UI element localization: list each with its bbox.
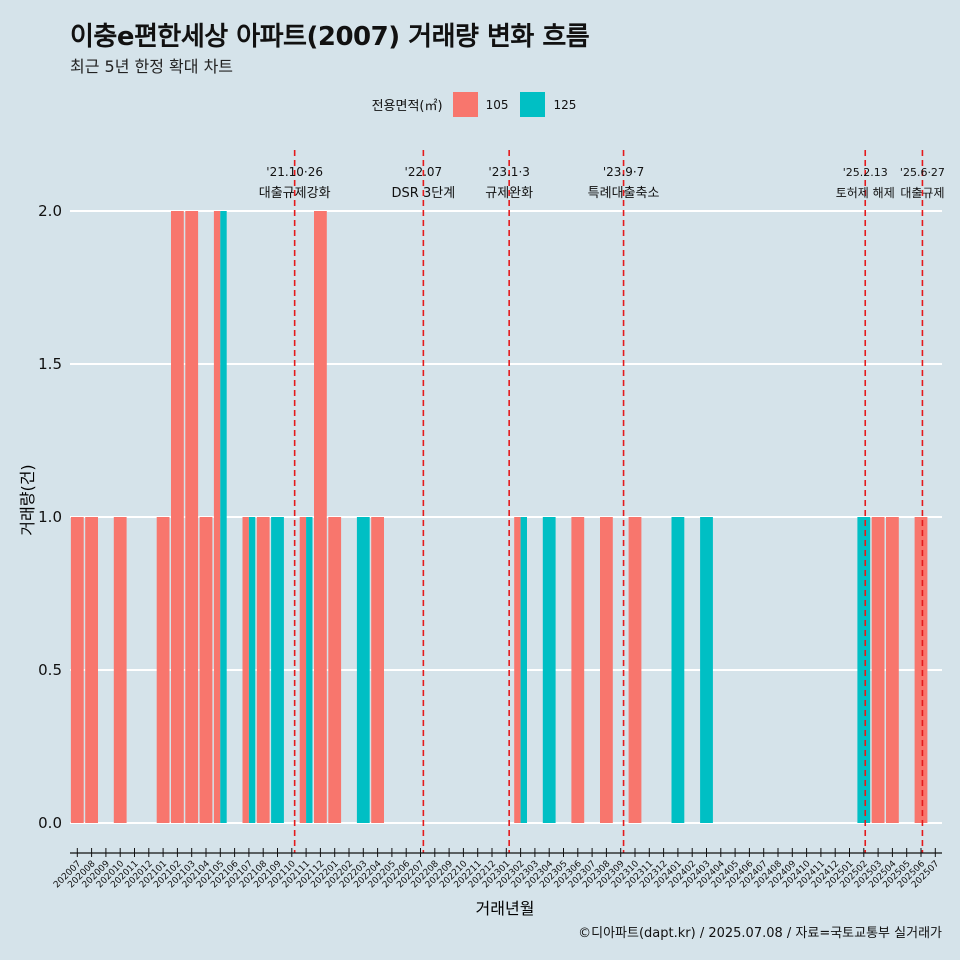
bar-125-202203 xyxy=(356,517,370,823)
bar-105-202306 xyxy=(571,517,585,823)
bar-125-202111 xyxy=(306,517,313,823)
bar-105-202112 xyxy=(314,211,327,823)
bar-105-202504 xyxy=(886,517,899,823)
bar-105-202503 xyxy=(871,517,885,823)
event-label: 토허제 해제 xyxy=(836,186,895,200)
bar-105-202302 xyxy=(514,517,521,823)
bar-105-202104 xyxy=(199,517,213,823)
event-label: 대출규제강화 xyxy=(259,186,331,201)
event-date: '23.1·3 xyxy=(488,165,529,179)
y-axis: 0.0 0.5 1.0 1.5 2.0 xyxy=(38,202,62,832)
event-date: '25.2.13 xyxy=(843,166,888,179)
bar-105-202008 xyxy=(85,517,98,823)
event-date: '25.6·27 xyxy=(900,166,945,179)
bar-105-202108 xyxy=(256,517,270,823)
bar-105-202103 xyxy=(185,211,199,823)
event-label: 대출규제 xyxy=(900,186,944,200)
y-axis-title: 거래량(건) xyxy=(18,464,37,535)
bar-105-202308 xyxy=(600,517,613,823)
bar-105-202310 xyxy=(628,517,642,823)
bar-125-202403 xyxy=(700,517,713,823)
legend-key-125 xyxy=(520,92,546,117)
bar-105-202111 xyxy=(299,517,307,823)
bar-105-202204 xyxy=(371,517,384,823)
y-tick-label: 0.5 xyxy=(38,661,62,679)
event-label: DSR 3단계 xyxy=(392,186,456,201)
y-tick-label: 1.0 xyxy=(38,508,62,526)
x-axis-title: 거래년월 xyxy=(476,899,535,918)
legend-key-105 xyxy=(452,92,478,117)
event-lines: '21.10·26 대출규제강화 '22.07 DSR 3단계 '23.1·3 규제완화 '… xyxy=(259,150,945,853)
y-tick-label: 0.0 xyxy=(38,814,62,832)
event-date: '23.9·7 xyxy=(603,165,644,179)
event-label: 특례대출축소 xyxy=(588,186,660,201)
legend: 전용면적(㎡) 105 125 xyxy=(0,92,960,117)
source-caption: ©디아파트(dapt.kr) / 2025.07.08 / 자료=국토교통부 실… xyxy=(578,926,942,941)
event-date: '21.10·26 xyxy=(266,165,323,179)
bar-125-202401 xyxy=(671,517,685,823)
legend-label-105: 105 xyxy=(485,97,509,112)
bar-105-202506 xyxy=(914,517,928,823)
bar-125-202105 xyxy=(220,211,227,823)
bar-125-202302 xyxy=(520,517,527,823)
x-axis: 2020072020082020092020102020112020122021… xyxy=(52,848,942,890)
y-tick-label: 2.0 xyxy=(38,202,62,220)
bar-105-202107 xyxy=(242,517,249,823)
bar-105-202105 xyxy=(213,211,221,823)
chart-subtitle: 최근 5년 한정 확대 차트 xyxy=(70,57,234,76)
bar-105-202010 xyxy=(113,517,127,823)
bar-125-202109 xyxy=(271,517,284,823)
bar-105-202101 xyxy=(156,517,170,823)
event-label: 규제완화 xyxy=(485,186,533,201)
event-date: '22.07 xyxy=(405,165,443,179)
bar-125-202107 xyxy=(248,517,256,823)
bar-105-202201 xyxy=(328,517,342,823)
bars xyxy=(70,211,928,823)
bar-105-202007 xyxy=(70,517,84,823)
bar-125-202304 xyxy=(542,517,556,823)
bar-105-202102 xyxy=(171,211,184,823)
legend-label-125: 125 xyxy=(553,97,577,112)
legend-title: 전용면적(㎡) xyxy=(371,99,443,114)
bar-125-202502 xyxy=(857,517,871,823)
chart-title: 이충e편한세상 아파트(2007) 거래량 변화 흐름 xyxy=(70,22,590,52)
y-tick-label: 1.5 xyxy=(38,355,62,373)
